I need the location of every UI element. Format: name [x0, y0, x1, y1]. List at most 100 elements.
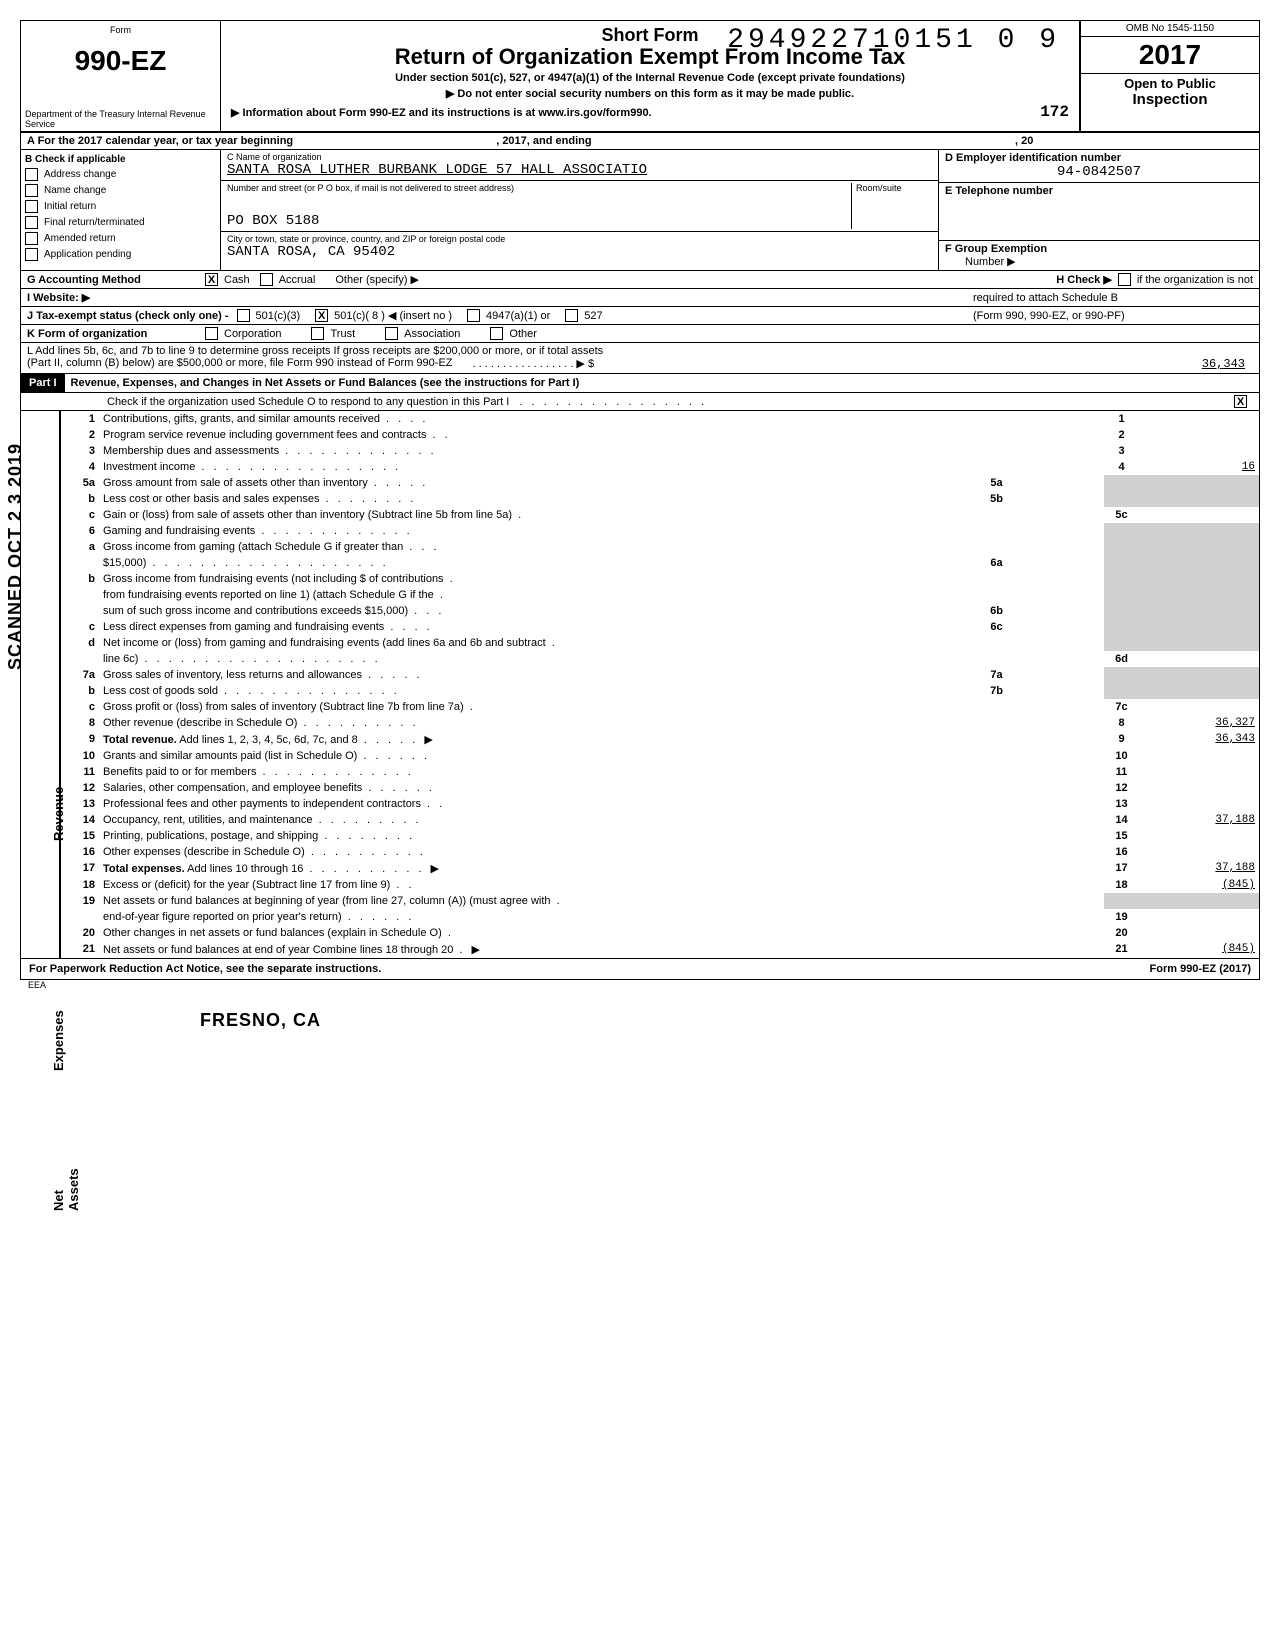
line-description: Investment income . . . . . . . . . . . … — [99, 459, 1104, 475]
omb-number: OMB No 1545-1150 — [1081, 21, 1259, 37]
check-527[interactable] — [565, 309, 578, 322]
l-dots: . . . . . . . . . . . . . . . . . ▶ $ — [473, 357, 595, 371]
check-address-change[interactable]: Address change — [25, 168, 216, 181]
inner-box-label: 6c — [979, 619, 1014, 635]
line-description: Other changes in net assets or fund bala… — [99, 925, 1104, 941]
out-box-shaded — [1104, 491, 1139, 507]
line-number: 4 — [61, 459, 99, 475]
f-label: F Group Exemption — [945, 243, 1253, 255]
out-box-label: 7c — [1104, 699, 1139, 715]
line-row: bLess cost or other basis and sales expe… — [61, 491, 1259, 507]
check-4947[interactable] — [467, 309, 480, 322]
line-number: 9 — [61, 731, 99, 748]
seq-number: 172 — [1040, 103, 1069, 122]
part1-label: Part I — [21, 374, 65, 392]
form-990ez: Form 990-EZ Department of the Treasury I… — [20, 20, 1260, 980]
header-left: Form 990-EZ Department of the Treasury I… — [21, 21, 221, 131]
line-description: $15,000) . . . . . . . . . . . . . . . .… — [99, 555, 979, 571]
cash-label: Cash — [224, 274, 250, 286]
line-description: Gross amount from sale of assets other t… — [99, 475, 979, 491]
line-row: 20Other changes in net assets or fund ba… — [61, 925, 1259, 941]
line-description: end-of-year figure reported on prior yea… — [99, 909, 1104, 925]
line-row: cLess direct expenses from gaming and fu… — [61, 619, 1259, 635]
check-h[interactable] — [1118, 273, 1131, 286]
line-row: 16Other expenses (describe in Schedule O… — [61, 844, 1259, 860]
out-box-value — [1139, 844, 1259, 860]
line-number: 17 — [61, 860, 99, 877]
line-description: from fundraising events reported on line… — [99, 587, 1104, 603]
line-number: 15 — [61, 828, 99, 844]
tax-year: 2017 — [1081, 37, 1259, 74]
out-box-shaded-r — [1139, 571, 1259, 587]
line-description: Net income or (loss) from gaming and fun… — [99, 635, 1104, 651]
line-description: Gross profit or (loss) from sales of inv… — [99, 699, 1104, 715]
check-amended-return[interactable]: Amended return — [25, 232, 216, 245]
out-box-shaded-r — [1139, 619, 1259, 635]
out-box-shaded — [1104, 555, 1139, 571]
line-number: 12 — [61, 780, 99, 796]
check-final-return[interactable]: Final return/terminated — [25, 216, 216, 229]
out-box-label: 5c — [1104, 507, 1139, 523]
check-name-change[interactable]: Name change — [25, 184, 216, 197]
line-number — [61, 555, 99, 571]
check-association[interactable] — [385, 327, 398, 340]
part1-checkbox[interactable]: X — [1234, 395, 1247, 408]
line-row: 14Occupancy, rent, utilities, and mainte… — [61, 812, 1259, 828]
out-box-value — [1139, 925, 1259, 941]
form-number: 990-EZ — [25, 45, 216, 77]
check-501c[interactable]: X — [315, 309, 328, 322]
row-a-text1: A For the 2017 calendar year, or tax yea… — [27, 135, 293, 147]
out-box-shaded-r — [1139, 475, 1259, 491]
out-box-label: 10 — [1104, 748, 1139, 764]
check-cash[interactable]: X — [205, 273, 218, 286]
footer-left: For Paperwork Reduction Act Notice, see … — [29, 963, 381, 975]
line-number: c — [61, 507, 99, 523]
l-line2: (Part II, column (B) below) are $500,000… — [27, 357, 453, 371]
line-number: 14 — [61, 812, 99, 828]
line-row: bGross income from fundraising events (n… — [61, 571, 1259, 587]
check-initial-return[interactable]: Initial return — [25, 200, 216, 213]
check-501c3[interactable] — [237, 309, 250, 322]
row-g: G Accounting Method X Cash Accrual Other… — [21, 271, 1259, 289]
out-box-value — [1139, 699, 1259, 715]
l-value: 36,343 — [1202, 357, 1253, 371]
out-box-shaded-r — [1139, 523, 1259, 539]
check-accrual[interactable] — [260, 273, 273, 286]
col-def: D Employer identification number 94-0842… — [939, 150, 1259, 270]
e-label: E Telephone number — [945, 185, 1253, 197]
line-description: Benefits paid to or for members . . . . … — [99, 764, 1104, 780]
check-other-org[interactable] — [490, 327, 503, 340]
out-box-shaded-r — [1139, 603, 1259, 619]
check-corporation[interactable] — [205, 327, 218, 340]
line-description: Net assets or fund balances at end of ye… — [99, 941, 1104, 958]
out-box-value: (845) — [1139, 877, 1259, 893]
line-row: aGross income from gaming (attach Schedu… — [61, 539, 1259, 555]
h-text2: required to attach Schedule B — [973, 292, 1253, 304]
line-row: 9Total revenue. Add lines 1, 2, 3, 4, 5c… — [61, 731, 1259, 748]
line-number: 20 — [61, 925, 99, 941]
h-label: H Check ▶ — [1056, 273, 1112, 286]
out-box-shaded — [1104, 603, 1139, 619]
out-box-shaded-r — [1139, 893, 1259, 909]
out-box-shaded-r — [1139, 667, 1259, 683]
header: Form 990-EZ Department of the Treasury I… — [21, 21, 1259, 133]
stamp-id: 294922710151 0 9 — [727, 25, 1060, 56]
subtitle: Under section 501(c), 527, or 4947(a)(1)… — [225, 72, 1075, 84]
line-number: c — [61, 619, 99, 635]
out-box-shaded — [1104, 475, 1139, 491]
line-number: 13 — [61, 796, 99, 812]
line-description: Professional fees and other payments to … — [99, 796, 1104, 812]
check-application-pending[interactable]: Application pending — [25, 248, 216, 261]
line-row: 11Benefits paid to or for members . . . … — [61, 764, 1259, 780]
out-box-value: 37,188 — [1139, 860, 1259, 877]
out-box-shaded — [1104, 667, 1139, 683]
line-number — [61, 603, 99, 619]
line-number: a — [61, 539, 99, 555]
line-description: Grants and similar amounts paid (list in… — [99, 748, 1104, 764]
section-bcdef: B Check if applicable Address change Nam… — [21, 150, 1259, 271]
check-trust[interactable] — [311, 327, 324, 340]
line-row: 5aGross amount from sale of assets other… — [61, 475, 1259, 491]
i-label: I Website: ▶ — [27, 291, 197, 304]
line-description: Gross income from fundraising events (no… — [99, 571, 1104, 587]
out-box-value — [1139, 828, 1259, 844]
